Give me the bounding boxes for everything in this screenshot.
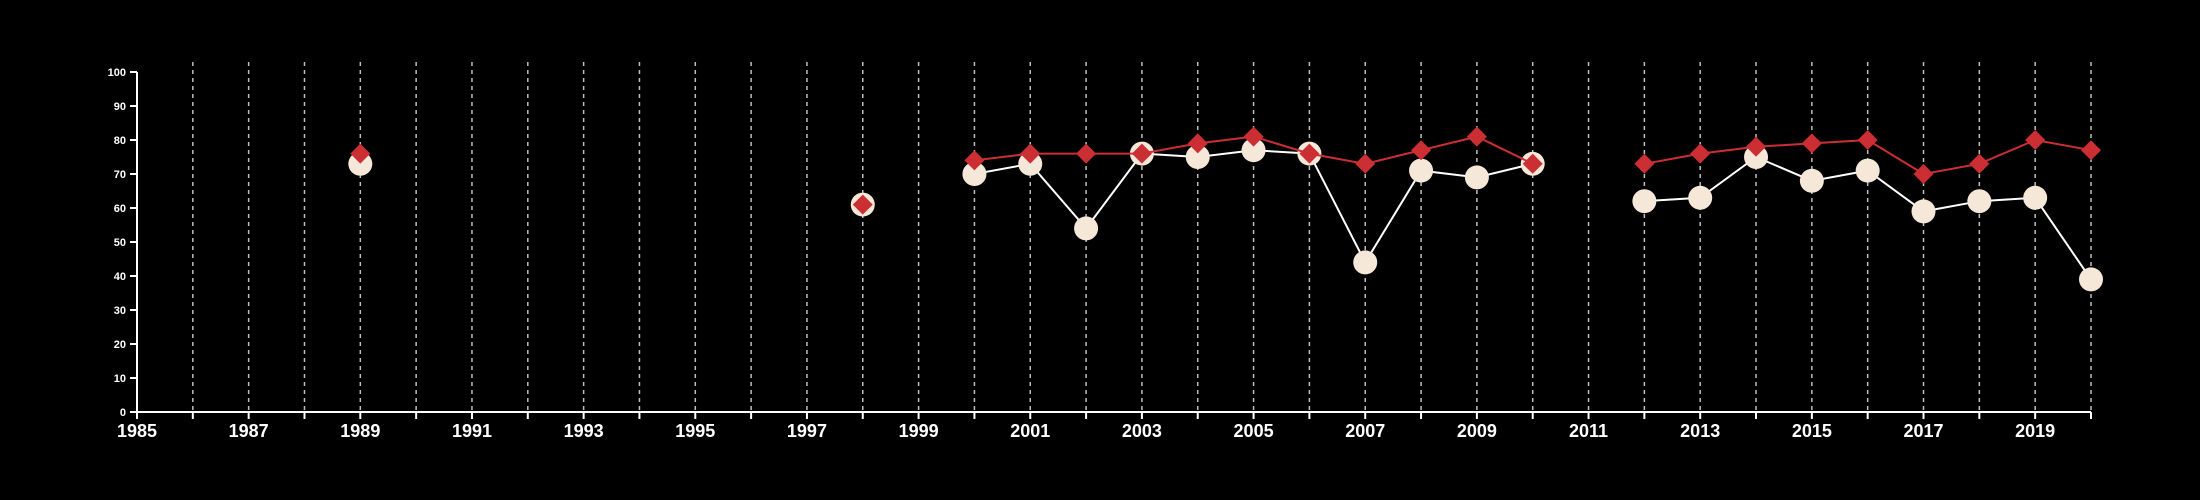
x-tick-label-2019: 2019 [2015,421,2055,441]
data-point-circle-2015 [1799,168,1824,193]
data-point-circle-2016 [1855,158,1880,183]
data-point-circle-2002 [1074,216,1099,241]
data-point-circle-2007 [1353,250,1378,275]
x-tick-label-2003: 2003 [1122,421,1162,441]
data-point-diamond-2019 [2025,130,2046,150]
data-point-circle-2017 [1911,199,1936,224]
x-tick-label-2015: 2015 [1792,421,1832,441]
x-tick-label-1995: 1995 [675,421,715,441]
y-tick-label-10: 10 [114,373,126,385]
axis-ticks: 1985 1987 1989 1991 1993 1995 1997 1999 2001 2003… [108,67,2092,441]
data-point-diamond-2020 [2081,140,2101,161]
x-tick-label-1985: 1985 [117,421,157,441]
data-point-diamond-2015 [1801,133,1822,154]
y-tick-label-30: 30 [114,305,126,317]
data-point-circle-2013 [1688,185,1713,210]
data-point-diamond-2001 [1020,143,1041,164]
x-tick-label-1993: 1993 [564,421,604,441]
x-tick-label-1989: 1989 [340,421,380,441]
data-point-diamond-2004 [1187,133,1208,154]
data-point-diamond-2007 [1355,153,1376,174]
y-tick-label-100: 100 [108,67,126,79]
y-tick-label-70: 70 [114,169,126,181]
x-tick-label-1991: 1991 [452,421,492,441]
y-tick-label-60: 60 [114,203,126,215]
x-tick-label-2001: 2001 [1010,421,1050,441]
data-point-diamond-2018 [1969,153,1990,174]
data-point-circle-1989 [348,151,373,176]
data-point-diamond-2017 [1913,164,1934,184]
data-series [348,126,2103,292]
y-tick-label-40: 40 [114,271,126,283]
x-tick-label-2009: 2009 [1457,421,1497,441]
data-point-diamond-2012 [1634,153,1655,174]
x-tick-label-2005: 2005 [1234,421,1274,441]
data-point-circle-2008 [1409,158,1434,183]
data-point-diamond-2002 [1076,143,1097,164]
data-point-circle-2012 [1632,189,1657,214]
data-point-diamond-2006 [1299,143,1320,164]
data-point-diamond-2003 [1131,143,1152,164]
x-tick-label-1987: 1987 [229,421,269,441]
data-point-circle-2004 [1185,145,1210,169]
y-tick-label-80: 80 [114,135,126,147]
data-point-diamond-1989 [350,143,371,164]
data-point-circle-2000 [962,162,987,186]
data-point-diamond-1998 [852,194,873,215]
data-point-diamond-2014 [1746,136,1767,157]
x-tick-label-2007: 2007 [1345,421,1385,441]
data-point-diamond-2009 [1466,126,1487,147]
data-point-diamond-2013 [1690,143,1711,164]
grid-lines [192,62,2092,412]
data-point-diamond-2010 [1522,153,1543,174]
data-point-circle-2001 [1018,151,1043,176]
data-point-circle-2009 [1464,165,1489,190]
y-tick-label-20: 20 [114,339,126,351]
y-tick-label-90: 90 [114,101,126,113]
x-tick-label-2011: 2011 [1569,421,1608,441]
data-point-diamond-2000 [964,150,985,171]
data-point-diamond-2008 [1411,140,1432,161]
x-tick-label-2013: 2013 [1680,421,1720,441]
data-point-circle-2014 [1744,145,1769,169]
data-point-diamond-2016 [1857,130,1878,150]
data-point-circle-2020 [2079,267,2103,292]
data-point-diamond-2005 [1243,126,1264,147]
data-point-circle-2018 [1967,189,1992,214]
series-circle [348,138,2103,292]
x-tick-label-1999: 1999 [899,421,939,441]
data-point-circle-2019 [2023,185,2048,210]
axes [136,72,2091,413]
y-tick-label-0: 0 [120,407,126,419]
y-tick-label-50: 50 [114,237,126,249]
data-point-circle-2005 [1241,138,1266,163]
x-tick-label-2017: 2017 [1903,421,1943,441]
series-diamond [350,126,2101,215]
x-tick-label-1997: 1997 [787,421,827,441]
